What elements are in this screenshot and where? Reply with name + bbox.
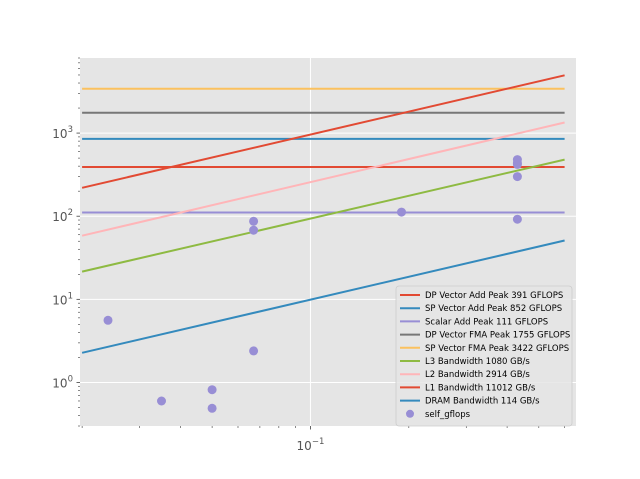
y-tick-label: 102 — [52, 208, 73, 224]
legend-label: DRAM Bandwidth 114 GB/s — [425, 397, 540, 407]
scatter-point — [397, 207, 406, 217]
scatter-points — [103, 155, 522, 413]
scatter-point — [207, 403, 217, 413]
legend-box — [395, 285, 573, 427]
series-line-7 — [81, 121, 565, 237]
legend-label: SP Vector Add Peak 852 GFLOPS — [425, 304, 562, 314]
legend-label: Scalar Add Peak 111 GFLOPS — [425, 317, 548, 327]
legend-label: L3 Bandwidth 1080 GB/s — [425, 357, 530, 367]
series-line-8 — [81, 74, 565, 189]
legend-marker — [406, 409, 414, 418]
series-line-9 — [81, 239, 565, 354]
scatter-point — [249, 346, 259, 356]
axis-ticks: 100 101 102 103 10−1 — [52, 57, 565, 453]
series-lines — [81, 74, 565, 354]
legend-label: DP Vector FMA Peak 1755 GFLOPS — [425, 331, 570, 341]
x-tick-label: 10−1 — [297, 437, 325, 453]
legend: DP Vector Add Peak 391 GFLOPS SP Vector A… — [395, 285, 573, 427]
scatter-point — [512, 158, 522, 168]
y-tick-label: 100 — [52, 375, 73, 391]
scatter-point — [157, 396, 166, 406]
series-line-6 — [81, 158, 565, 273]
legend-label: SP Vector FMA Peak 3422 GFLOPS — [425, 344, 569, 354]
y-tick-label: 103 — [52, 125, 73, 141]
legend-label: L2 Bandwidth 2914 GB/s — [425, 370, 530, 380]
legend-label: DP Vector Add Peak 391 GFLOPS — [425, 291, 563, 301]
scatter-point — [207, 385, 217, 395]
scatter-point — [249, 216, 259, 226]
legend-label: L1 Bandwidth 11012 GB/s — [425, 383, 536, 393]
scatter-point — [512, 172, 522, 182]
scatter-point — [249, 225, 259, 235]
scatter-point — [103, 315, 113, 325]
legend-label: self_gflops — [425, 410, 471, 420]
y-tick-label: 101 — [52, 291, 73, 307]
scatter-point — [512, 214, 522, 224]
